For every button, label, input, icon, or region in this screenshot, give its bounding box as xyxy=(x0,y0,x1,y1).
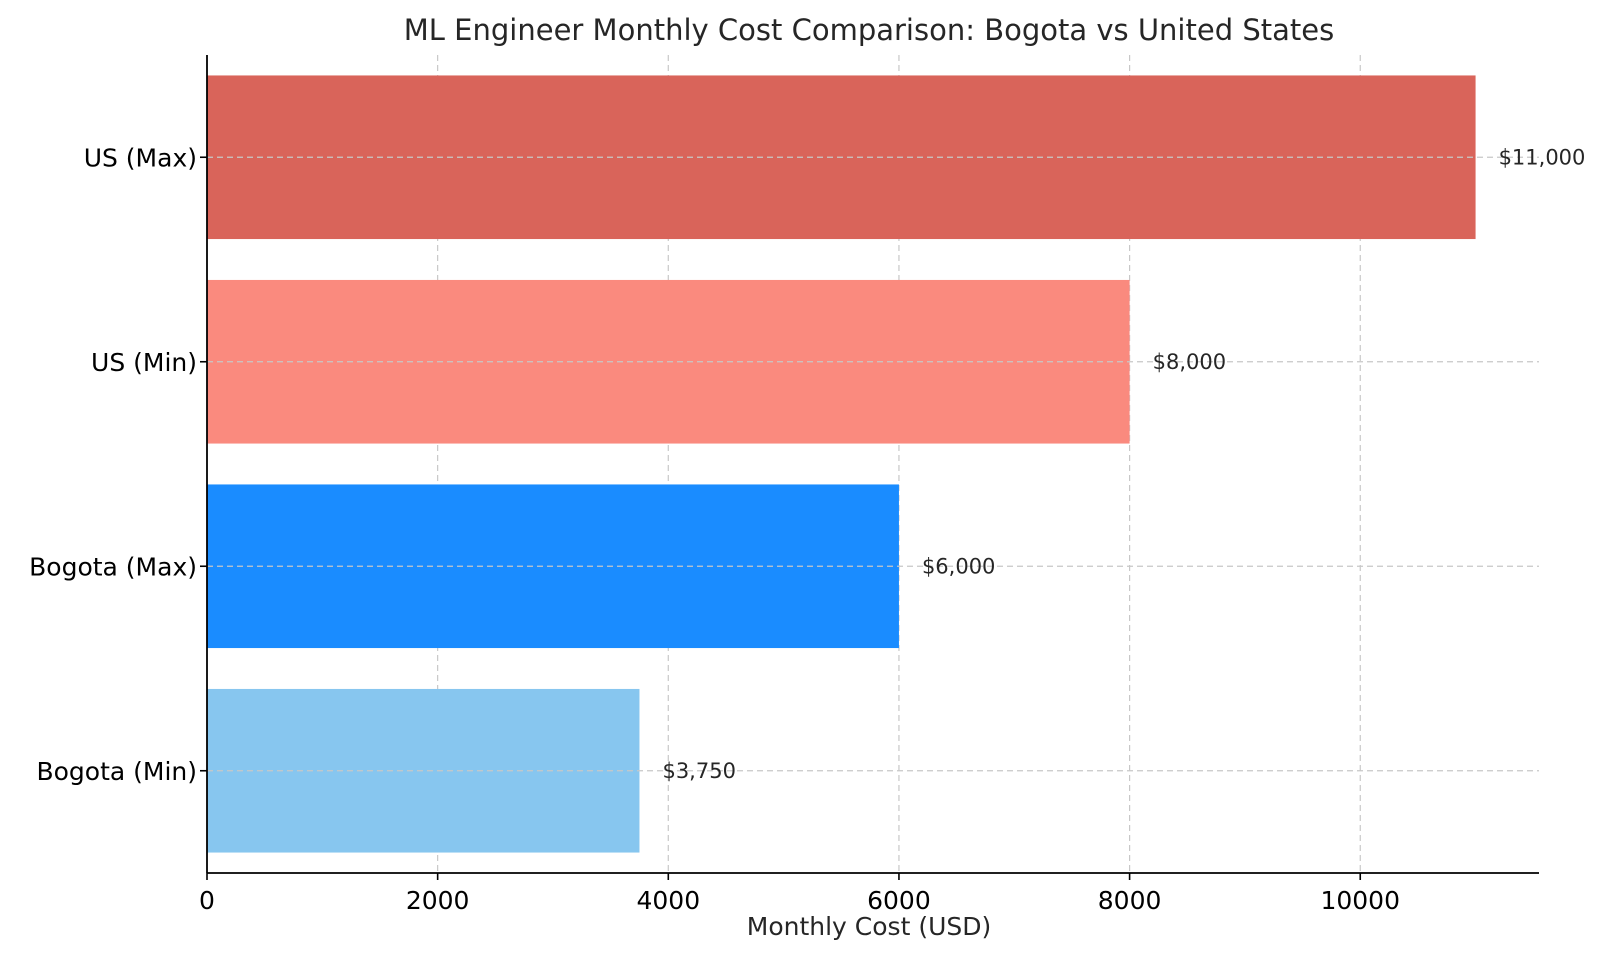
category-label: US (Min) xyxy=(91,348,197,377)
data-label: $6,000 xyxy=(922,554,995,578)
x-tick-label: 0 xyxy=(199,886,215,915)
x-axis-ticks: 0 2000 4000 6000 8000 10000 xyxy=(199,873,1400,915)
data-label: $8,000 xyxy=(1153,350,1226,374)
x-axis-title: Monthly Cost (USD) xyxy=(747,912,992,941)
category-label: US (Max) xyxy=(84,143,197,172)
bars xyxy=(207,75,1476,853)
x-tick-label: 8000 xyxy=(1098,886,1162,915)
category-grid-lines xyxy=(207,156,1539,772)
data-label: $3,750 xyxy=(662,759,735,783)
y-axis-categories: US (Max) US (Min) Bogota (Max) Bogota (Min) xyxy=(29,143,207,786)
chart-title: ML Engineer Monthly Cost Comparison: Bog… xyxy=(404,13,1334,47)
data-labels: $11,000 $8,000 $6,000 $3,750 xyxy=(662,145,1585,783)
data-label: $11,000 xyxy=(1499,145,1586,169)
category-label: Bogota (Min) xyxy=(36,757,197,786)
x-tick-label: 4000 xyxy=(636,886,700,915)
x-tick-label: 6000 xyxy=(867,886,931,915)
category-label: Bogota (Max) xyxy=(29,552,197,581)
x-tick-label: 10000 xyxy=(1320,886,1400,915)
axes xyxy=(206,55,1539,874)
x-tick-label: 2000 xyxy=(406,886,470,915)
